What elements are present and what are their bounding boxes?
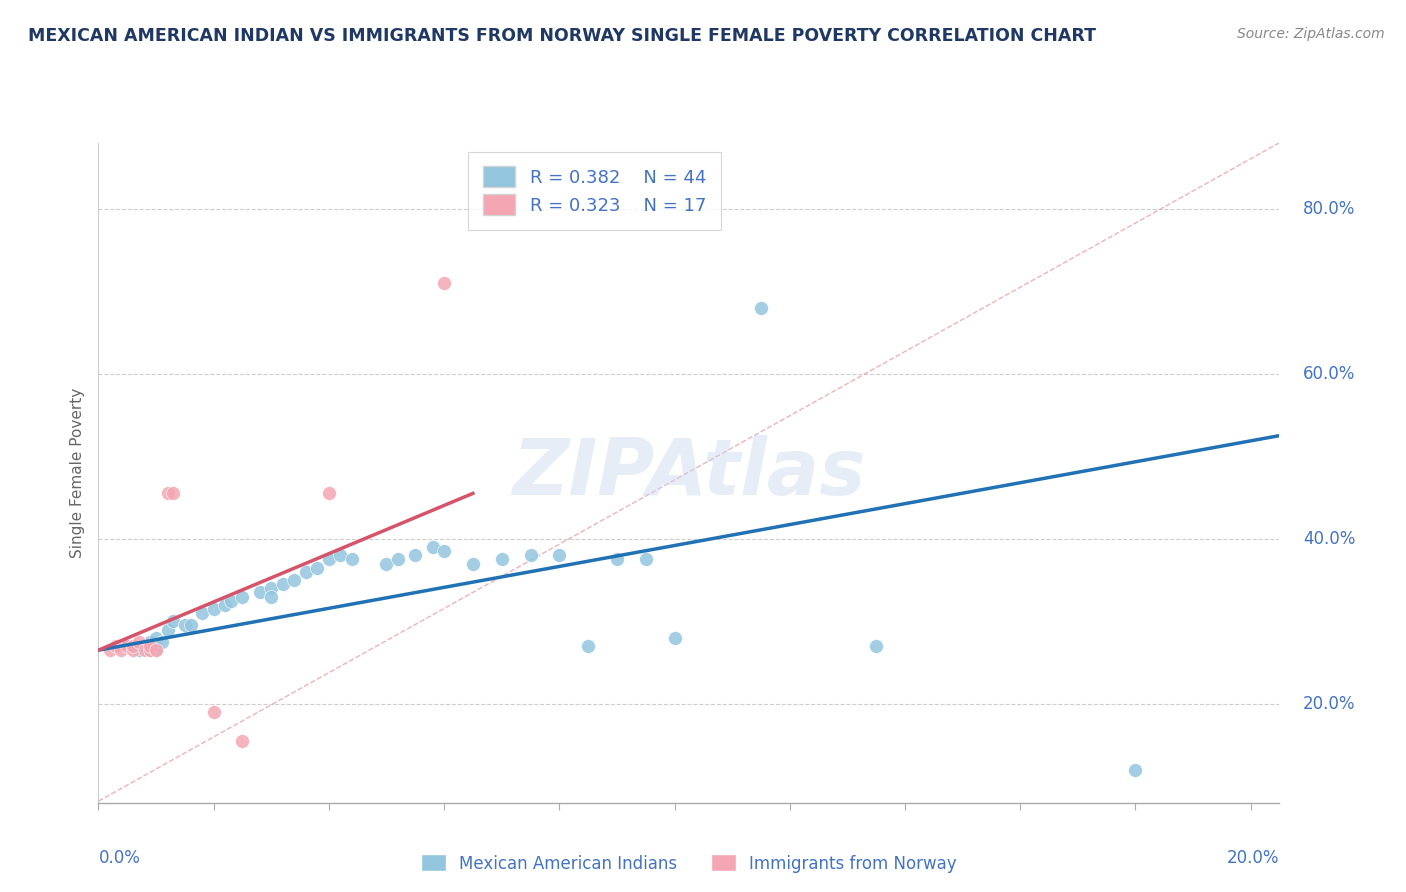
Point <box>634 552 657 566</box>
Point <box>576 639 599 653</box>
Point <box>422 540 444 554</box>
Point <box>162 614 184 628</box>
Legend: Mexican American Indians, Immigrants from Norway: Mexican American Indians, Immigrants fro… <box>415 847 963 880</box>
Text: 60.0%: 60.0% <box>1303 365 1355 383</box>
Point <box>340 552 363 566</box>
Point <box>491 552 513 566</box>
Point <box>307 560 329 574</box>
Point <box>202 602 225 616</box>
Point <box>318 552 340 566</box>
Text: MEXICAN AMERICAN INDIAN VS IMMIGRANTS FROM NORWAY SINGLE FEMALE POVERTY CORRELAT: MEXICAN AMERICAN INDIAN VS IMMIGRANTS FR… <box>28 27 1097 45</box>
Point <box>122 643 145 657</box>
Point <box>260 582 283 596</box>
Point <box>139 643 162 657</box>
Point <box>145 639 167 653</box>
Point <box>433 544 456 558</box>
Point <box>139 643 162 657</box>
Point <box>180 618 202 632</box>
Point <box>156 486 179 500</box>
Legend: R = 0.382    N = 44, R = 0.323    N = 17: R = 0.382 N = 44, R = 0.323 N = 17 <box>468 152 720 229</box>
Point <box>110 643 132 657</box>
Point <box>219 593 242 607</box>
Point <box>283 573 305 587</box>
Text: 20.0%: 20.0% <box>1227 849 1279 867</box>
Point <box>145 643 167 657</box>
Point <box>162 486 184 500</box>
Point <box>865 639 887 653</box>
Point <box>271 577 294 591</box>
Y-axis label: Single Female Poverty: Single Female Poverty <box>69 388 84 558</box>
Point <box>664 631 686 645</box>
Point <box>404 548 426 563</box>
Point <box>1125 763 1147 777</box>
Point <box>145 631 167 645</box>
Point <box>387 552 409 566</box>
Point <box>134 639 156 653</box>
Point <box>749 301 772 315</box>
Point <box>122 639 145 653</box>
Point <box>139 635 162 649</box>
Point <box>231 734 253 748</box>
Point <box>202 705 225 719</box>
Point <box>249 585 271 599</box>
Point <box>519 548 541 563</box>
Point <box>548 548 571 563</box>
Point <box>260 590 283 604</box>
Point <box>104 639 127 653</box>
Point <box>134 643 156 657</box>
Point <box>115 639 138 653</box>
Text: 20.0%: 20.0% <box>1303 695 1355 713</box>
Point <box>115 639 138 653</box>
Point <box>98 643 121 657</box>
Point <box>329 548 352 563</box>
Point <box>128 635 150 649</box>
Point <box>173 618 195 632</box>
Point <box>214 598 236 612</box>
Point <box>156 623 179 637</box>
Point <box>375 557 398 571</box>
Point <box>150 635 173 649</box>
Point <box>433 276 456 290</box>
Point <box>318 486 340 500</box>
Point <box>606 552 628 566</box>
Point <box>191 606 214 620</box>
Point <box>461 557 484 571</box>
Text: ZIPAtlas: ZIPAtlas <box>512 434 866 511</box>
Point <box>128 643 150 657</box>
Text: 40.0%: 40.0% <box>1303 530 1355 548</box>
Text: Source: ZipAtlas.com: Source: ZipAtlas.com <box>1237 27 1385 41</box>
Point <box>139 639 162 653</box>
Text: 80.0%: 80.0% <box>1303 200 1355 218</box>
Point <box>231 590 253 604</box>
Text: 0.0%: 0.0% <box>98 849 141 867</box>
Point <box>295 565 318 579</box>
Point <box>145 643 167 657</box>
